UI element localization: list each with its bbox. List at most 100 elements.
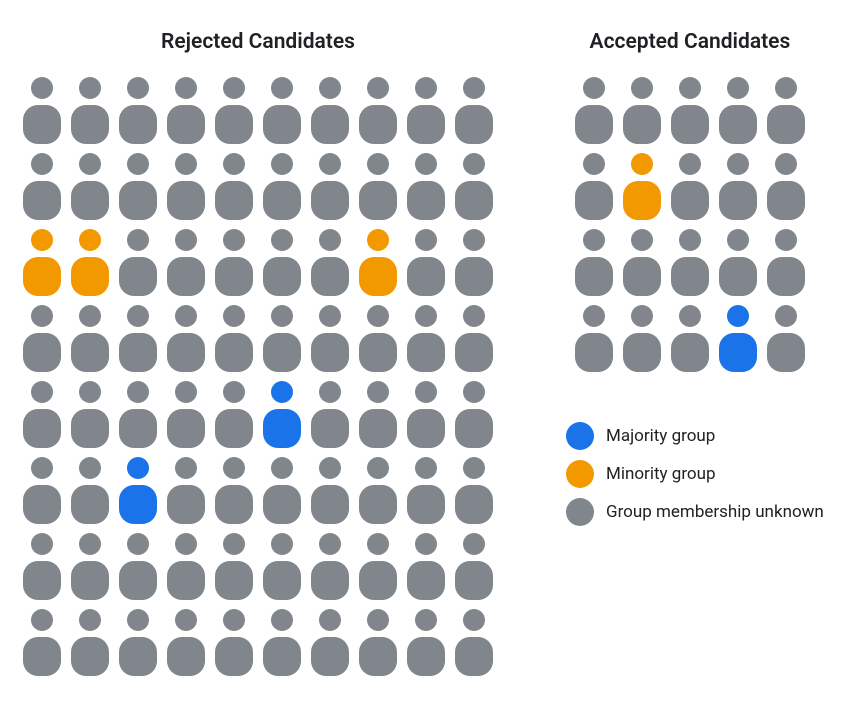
person-icon (116, 300, 160, 372)
person-icon (716, 300, 760, 372)
person-icon (164, 224, 208, 296)
person-icon (164, 528, 208, 600)
person-icon (452, 376, 496, 448)
legend: Majority group Minority group Group memb… (556, 422, 824, 526)
person-icon (20, 300, 64, 372)
person-icon (164, 72, 208, 144)
person-icon (260, 224, 304, 296)
person-icon (452, 528, 496, 600)
person-icon (68, 452, 112, 524)
person-icon (356, 604, 400, 676)
person-icon (20, 452, 64, 524)
person-icon (212, 452, 256, 524)
rejected-title: Rejected Candidates (161, 30, 355, 54)
person-icon (164, 604, 208, 676)
person-icon (308, 300, 352, 372)
person-icon (116, 224, 160, 296)
person-icon (20, 528, 64, 600)
legend-swatch-unknown (566, 498, 594, 526)
person-icon (668, 224, 712, 296)
person-icon (764, 148, 808, 220)
person-icon (404, 300, 448, 372)
person-icon (308, 604, 352, 676)
person-icon (308, 376, 352, 448)
person-icon (260, 528, 304, 600)
person-icon (356, 376, 400, 448)
person-icon (572, 224, 616, 296)
person-icon (404, 452, 448, 524)
person-icon (116, 376, 160, 448)
person-icon (668, 148, 712, 220)
person-icon (164, 376, 208, 448)
person-icon (20, 148, 64, 220)
person-icon (308, 72, 352, 144)
person-icon (260, 148, 304, 220)
person-icon (260, 72, 304, 144)
person-icon (764, 72, 808, 144)
person-icon (260, 604, 304, 676)
person-icon (164, 148, 208, 220)
person-icon (68, 376, 112, 448)
legend-swatch-majority (566, 422, 594, 450)
person-icon (620, 224, 664, 296)
person-icon (404, 72, 448, 144)
person-icon (716, 148, 760, 220)
person-icon (68, 72, 112, 144)
person-icon (452, 72, 496, 144)
person-icon (452, 224, 496, 296)
person-icon (164, 452, 208, 524)
person-icon (308, 528, 352, 600)
person-icon (116, 452, 160, 524)
legend-row-unknown: Group membership unknown (566, 498, 824, 526)
person-icon (68, 300, 112, 372)
person-icon (212, 528, 256, 600)
person-icon (572, 300, 616, 372)
person-icon (20, 604, 64, 676)
person-icon (716, 224, 760, 296)
person-icon (212, 148, 256, 220)
person-icon (308, 224, 352, 296)
person-icon (212, 300, 256, 372)
person-icon (356, 528, 400, 600)
person-icon (764, 224, 808, 296)
rejected-grid (20, 72, 496, 676)
legend-label-minority: Minority group (606, 460, 716, 486)
person-icon (356, 224, 400, 296)
person-icon (452, 148, 496, 220)
person-icon (260, 376, 304, 448)
person-icon (260, 452, 304, 524)
person-icon (212, 604, 256, 676)
person-icon (404, 528, 448, 600)
person-icon (68, 224, 112, 296)
person-icon (20, 72, 64, 144)
person-icon (68, 148, 112, 220)
person-icon (356, 452, 400, 524)
person-icon (20, 224, 64, 296)
person-icon (452, 452, 496, 524)
person-icon (404, 376, 448, 448)
legend-label-unknown: Group membership unknown (606, 498, 824, 524)
accepted-title: Accepted Candidates (590, 30, 791, 54)
person-icon (452, 604, 496, 676)
person-icon (212, 376, 256, 448)
person-icon (404, 224, 448, 296)
person-icon (308, 452, 352, 524)
person-icon (716, 72, 760, 144)
person-icon (260, 300, 304, 372)
person-icon (572, 72, 616, 144)
person-icon (764, 300, 808, 372)
person-icon (404, 148, 448, 220)
legend-swatch-minority (566, 460, 594, 488)
person-icon (68, 604, 112, 676)
rejected-column: Rejected Candidates (20, 30, 496, 676)
accepted-column: Accepted Candidates (556, 30, 824, 526)
person-icon (20, 376, 64, 448)
person-icon (308, 148, 352, 220)
person-icon (68, 528, 112, 600)
person-icon (620, 148, 664, 220)
person-icon (620, 300, 664, 372)
person-icon (404, 604, 448, 676)
person-icon (668, 72, 712, 144)
person-icon (116, 604, 160, 676)
person-icon (212, 72, 256, 144)
